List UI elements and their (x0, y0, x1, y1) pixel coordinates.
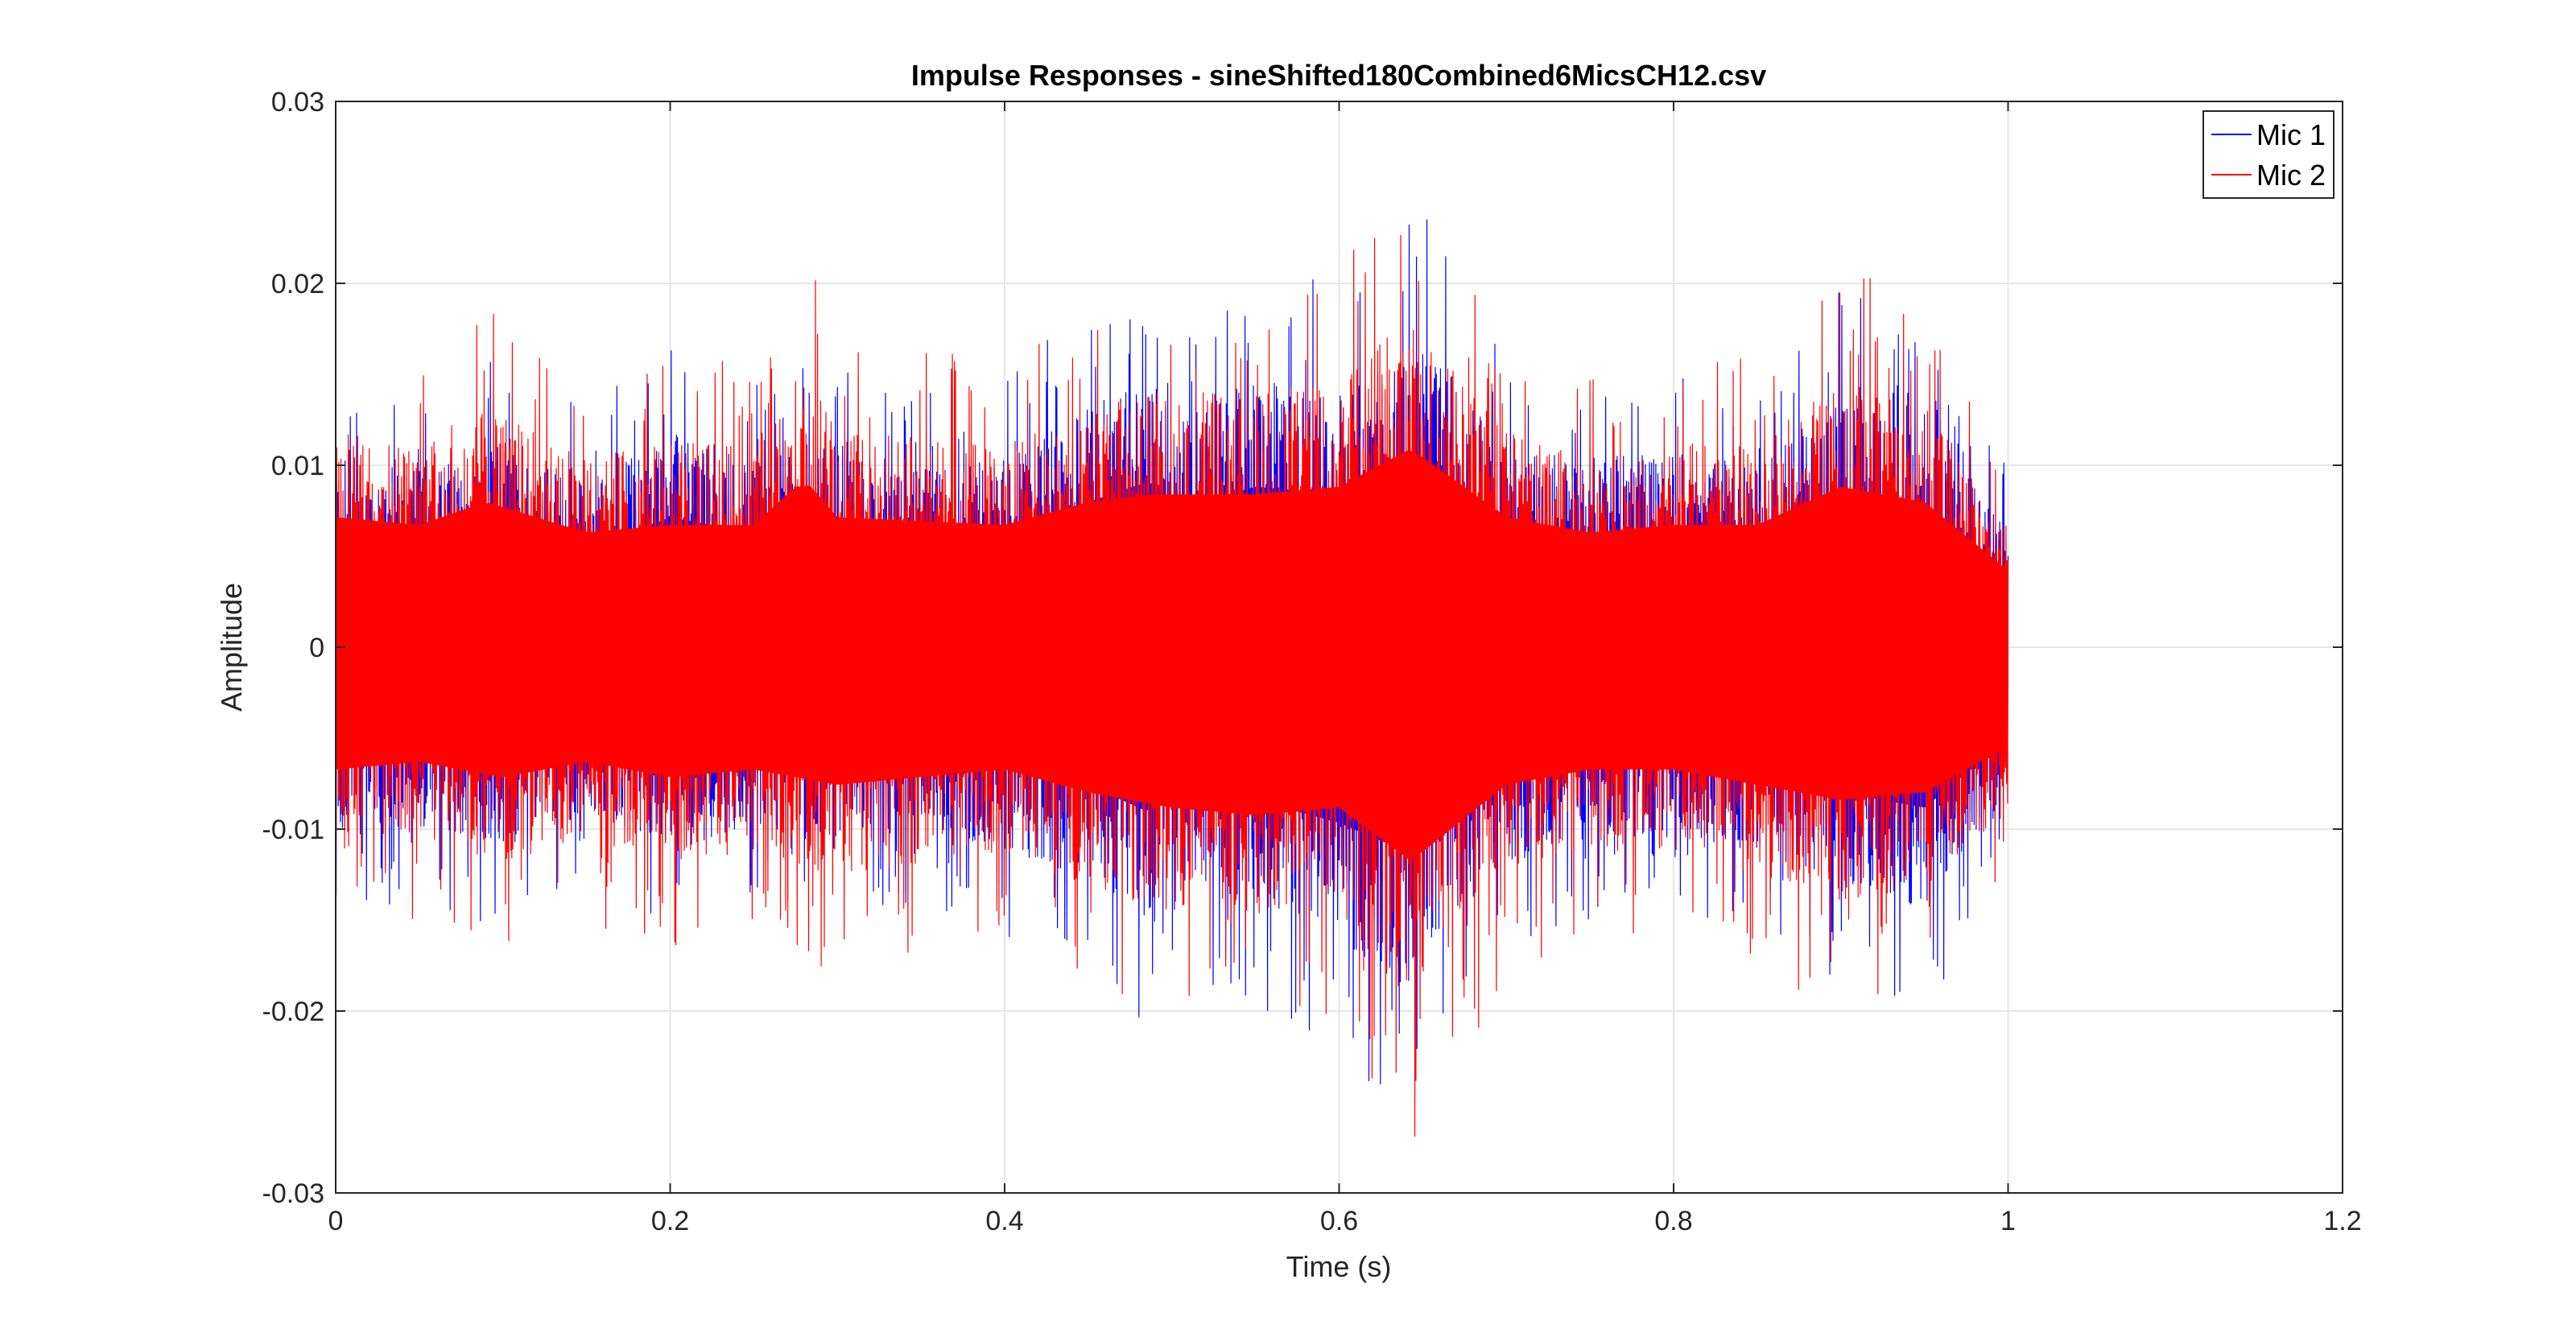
y-tick-label: 0.02 (271, 269, 324, 299)
x-axis-label: Time (s) (1286, 1250, 1392, 1283)
series-layer (336, 219, 2009, 1137)
y-tick-label: -0.01 (262, 815, 325, 845)
tick-marks (335, 101, 2343, 1194)
y-tick-label: 0.03 (271, 87, 324, 118)
x-tick-label: 0.8 (1654, 1206, 1692, 1236)
x-tick-label: 0.2 (651, 1206, 689, 1236)
y-tick-label: -0.03 (262, 1178, 325, 1209)
legend-box (2202, 110, 2334, 199)
x-tick-label: 1.2 (2323, 1206, 2361, 1236)
y-tick-label: -0.02 (262, 997, 325, 1027)
legend: Mic 1 Mic 2 (2202, 110, 2334, 199)
x-tick-label: 1 (2000, 1206, 2016, 1236)
y-tick-labels: 0.03 0.02 0.01 0 -0.01 -0.02 -0.03 (262, 87, 325, 1209)
x-tick-label: 0.6 (1320, 1206, 1358, 1236)
x-tick-label: 0.4 (985, 1206, 1023, 1236)
x-tick-labels: 0 0.2 0.4 0.6 0.8 1 1.2 (328, 1206, 2362, 1236)
series-core-mic-2 (336, 449, 2008, 860)
legend-label-mic-2: Mic 2 (2256, 159, 2326, 192)
y-tick-label: 0.01 (271, 451, 324, 481)
chart-title: Impulse Responses - sineShifted180Combin… (911, 59, 1766, 92)
x-tick-label: 0 (328, 1206, 344, 1236)
y-axis-label: Amplitude (215, 583, 248, 712)
y-tick-label: 0 (309, 633, 324, 663)
legend-label-mic-1: Mic 1 (2256, 118, 2326, 151)
